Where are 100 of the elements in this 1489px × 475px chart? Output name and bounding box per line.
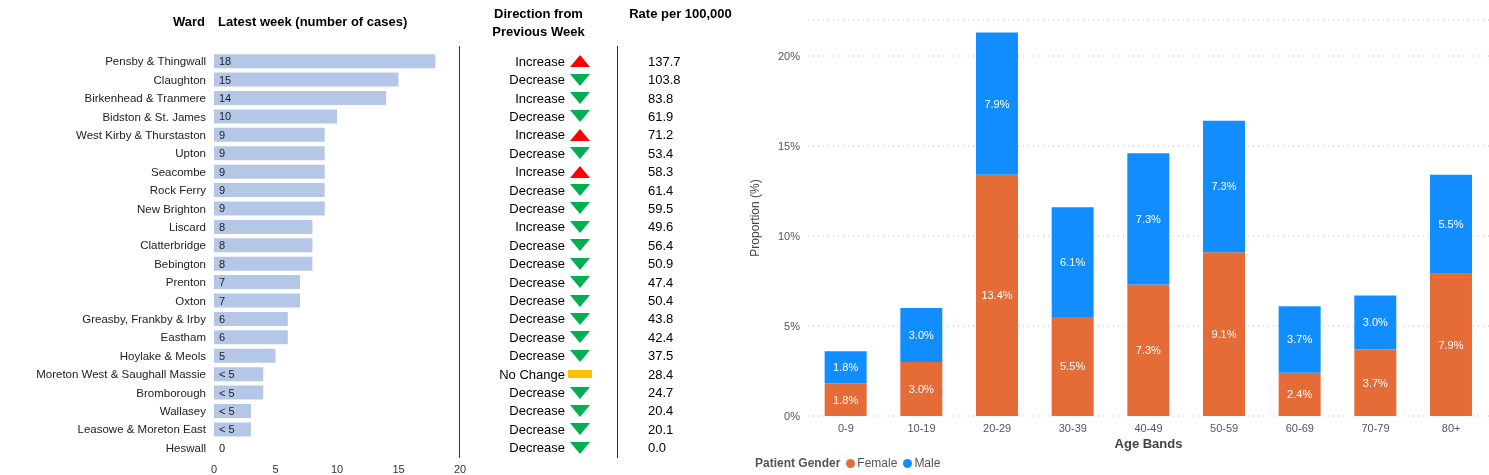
bar (1354, 349, 1397, 416)
data-label: 8 (219, 238, 226, 254)
text: 61.9 (647, 108, 675, 124)
y-tick-label: Birkenhead & Tranmere (84, 92, 206, 105)
y-tick-label: Oxton (175, 294, 206, 307)
data-label: 9.1% (1211, 328, 1237, 341)
data-label: 3.7% (1362, 376, 1389, 389)
bar (214, 164, 325, 179)
bar (214, 146, 325, 161)
y-axis-title: Ward (171, 14, 205, 29)
data-label: 8 (219, 219, 226, 235)
text: Direction from Previous Week (491, 5, 586, 41)
data-label: 3.0% (908, 328, 935, 341)
y-tick-label: 5% (784, 319, 801, 332)
x-axis-title: Age Bands (1113, 436, 1184, 451)
data-label: 9 (219, 146, 226, 162)
data-label: 8 (219, 256, 226, 272)
y-tick-label: Bebington (154, 257, 206, 270)
bar (1202, 252, 1245, 416)
text: Decrease (508, 145, 565, 161)
text: Increase (514, 127, 565, 143)
y-tick-label: West Kirby & Thurstaston (76, 128, 206, 141)
text: Increase (514, 53, 565, 69)
bar (1127, 153, 1170, 285)
data-label: 7.9% (984, 97, 1010, 110)
text: 137.7 (647, 53, 682, 69)
text: Decrease (508, 440, 565, 456)
data-label: 10 (219, 109, 232, 125)
data-label: < 5 (219, 367, 235, 383)
y-axis-title: Proportion (%) (748, 179, 763, 257)
text: Decrease (508, 421, 565, 437)
bar (214, 219, 313, 234)
y-tick-label: Clatterbridge (140, 239, 206, 252)
text: Decrease (508, 311, 565, 327)
y-tick-label: Leasowe & Moreton East (77, 423, 207, 436)
text: Decrease (508, 200, 565, 216)
text: Decrease (508, 237, 565, 253)
legend-title: Patient Gender (755, 456, 841, 470)
x-tick-label: 15 (392, 462, 405, 475)
text: 28.4 (647, 366, 675, 382)
y-tick-label: Wallasey (159, 405, 207, 418)
x-tick-label: 70-79 (1361, 421, 1390, 434)
text: 47.4 (647, 274, 675, 290)
bar (1429, 174, 1472, 274)
y-tick-label: Prenton (165, 276, 206, 289)
y-tick-label: Heswall (165, 441, 206, 454)
data-label: 13.4% (981, 289, 1013, 302)
bar (214, 127, 325, 142)
bar (1429, 273, 1472, 416)
y-tick-label: 0% (784, 409, 801, 422)
bar (214, 183, 325, 198)
text: Decrease (508, 329, 565, 345)
data-label: 9 (219, 201, 226, 217)
legend-label: Male (913, 456, 941, 470)
text: Decrease (508, 293, 565, 309)
bar (214, 330, 288, 345)
text: 20.4 (647, 403, 675, 419)
bar (1278, 306, 1321, 373)
x-tick-label: 5 (272, 462, 279, 475)
data-label: 3.0% (1362, 316, 1389, 329)
data-label: < 5 (219, 385, 235, 401)
bar (214, 256, 313, 271)
data-label: 9 (219, 183, 226, 199)
text: Rate per 100,000 (628, 5, 733, 23)
data-label: 9 (219, 127, 226, 143)
bar (214, 275, 301, 290)
bar (975, 32, 1018, 175)
data-label: 1.8% (833, 393, 859, 406)
text: Increase (514, 164, 565, 180)
text: 58.3 (647, 164, 675, 180)
data-label: 18 (219, 54, 232, 70)
bar (824, 351, 867, 384)
data-label: 14 (219, 91, 232, 106)
bar (214, 54, 436, 69)
x-tick-label: 20-29 (983, 421, 1012, 434)
text: Decrease (508, 403, 565, 419)
data-label: 3.7% (1287, 333, 1313, 346)
y-tick-label: 20% (777, 49, 801, 62)
legend-label: Female (856, 456, 898, 470)
y-tick-label: Upton (175, 147, 206, 160)
x-tick-label: 10-19 (907, 421, 936, 434)
data-label: 5 (219, 348, 226, 364)
text: 71.2 (647, 127, 675, 143)
data-label: 2.4% (1287, 388, 1313, 401)
text: 0.0 (647, 440, 668, 456)
chart-title: Latest week (number of cases) (218, 14, 409, 29)
text: 50.9 (647, 256, 675, 272)
data-label: 7 (219, 275, 226, 291)
text: Increase (514, 90, 565, 106)
text: 43.8 (647, 311, 675, 327)
data-label: 7 (219, 293, 226, 309)
text: 56.4 (647, 237, 675, 253)
bar (824, 383, 867, 416)
data-label: < 5 (219, 403, 235, 419)
text: 59.5 (647, 200, 675, 216)
x-tick-label: 80+ (1441, 421, 1461, 434)
y-tick-label: Seacombe (151, 165, 206, 178)
x-tick-label: 30-39 (1058, 421, 1087, 434)
data-label: 1.8% (833, 361, 859, 374)
bar (214, 367, 264, 382)
